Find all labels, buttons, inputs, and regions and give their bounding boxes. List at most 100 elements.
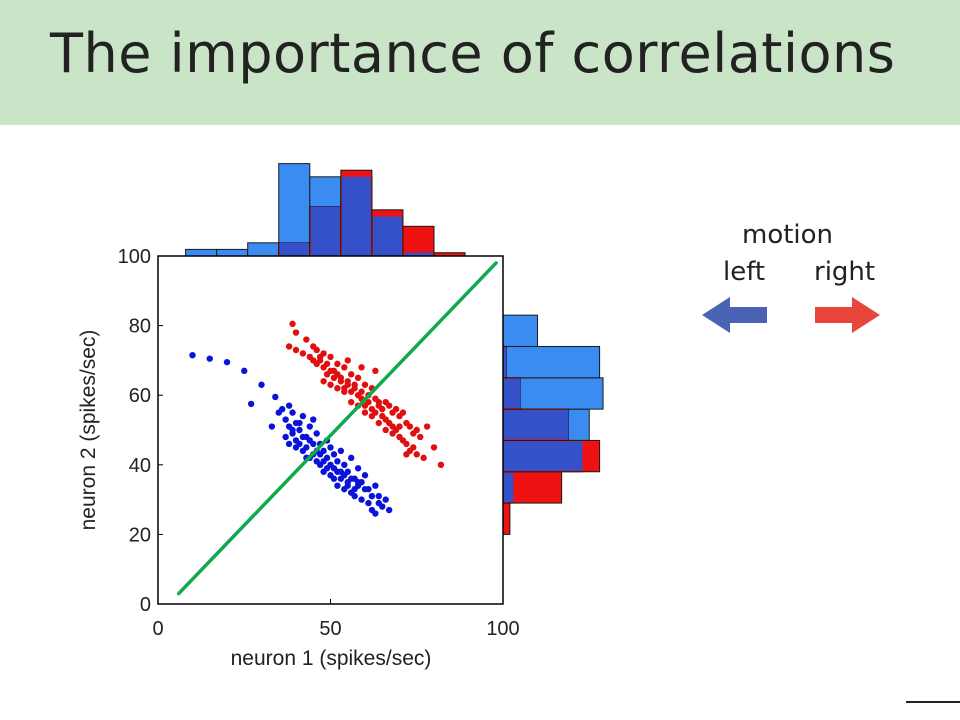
y-tick-label: 0 (140, 594, 151, 616)
point-left (344, 482, 351, 489)
right-hist-bar-left (502, 314, 538, 347)
point-right (399, 409, 407, 416)
point-right (334, 360, 341, 368)
point-left (341, 461, 348, 468)
right-hist-bar-right (502, 502, 511, 535)
point-left (313, 430, 320, 437)
y-tick-label: 20 (129, 524, 151, 546)
point-right (403, 440, 410, 448)
point-right (375, 402, 382, 409)
top-hist-bar-left (278, 163, 311, 257)
point-left (361, 472, 369, 479)
top-hist-overlap (403, 252, 433, 256)
point-right (403, 451, 410, 458)
point-left (279, 405, 286, 413)
point-left (323, 454, 331, 462)
point-left (365, 499, 372, 507)
x-tick-label: 100 (486, 618, 519, 640)
point-right (392, 405, 400, 413)
point-right (361, 381, 369, 388)
legend-arrows (702, 297, 880, 333)
point-left (341, 472, 348, 479)
point-right (417, 433, 424, 441)
point-left (358, 496, 365, 503)
point-left (285, 402, 293, 409)
point-left (299, 412, 307, 420)
point-left (348, 454, 355, 462)
right-hist-overlap (503, 378, 521, 409)
top-hist-overlap (372, 216, 402, 256)
point-right (313, 346, 320, 354)
top-hist-overlap (310, 206, 340, 256)
point-right (285, 343, 293, 350)
point-right (327, 367, 334, 375)
top-hist-overlap (279, 242, 309, 256)
point-right (365, 398, 372, 406)
point-left (258, 381, 265, 388)
point-left (282, 416, 289, 423)
y-tick-label: 100 (118, 246, 151, 268)
top-hist-bar-right (402, 225, 435, 257)
point-right (327, 381, 334, 388)
point-right (351, 385, 358, 392)
point-left (368, 492, 376, 500)
right-arrow-icon (815, 297, 880, 333)
point-left (292, 444, 300, 451)
point-right (368, 412, 376, 420)
y-tick-label: 40 (129, 455, 151, 477)
diagonal-line (176, 261, 498, 596)
point-right (341, 388, 348, 395)
point-left (351, 485, 358, 493)
point-right (344, 381, 351, 388)
point-right (375, 419, 382, 427)
point-left (310, 440, 317, 448)
point-left (385, 506, 393, 514)
axis-ticks: 0 50 100 0 20 40 60 80 100 (118, 246, 520, 640)
y-tick-label: 80 (129, 316, 151, 338)
point-left (354, 465, 362, 472)
point-right (344, 357, 351, 364)
point-left (354, 479, 362, 486)
point-right (292, 346, 300, 354)
right-hist-overlap (503, 441, 583, 471)
point-left (272, 393, 279, 401)
point-right (389, 430, 396, 437)
point-left (299, 433, 307, 441)
point-left (289, 426, 296, 434)
right-hist-overlap (503, 472, 514, 503)
point-left (351, 492, 358, 500)
point-right (334, 371, 341, 378)
point-left (296, 419, 303, 427)
point-left (379, 503, 386, 510)
top-hist-bar-left (185, 248, 218, 257)
scatter-chart: 0 50 100 0 20 40 60 80 100 neuron 1 (spikes/sec)… (77, 163, 604, 670)
point-left (327, 444, 334, 451)
point-right (327, 353, 334, 361)
point-left (189, 351, 196, 359)
point-left (330, 451, 338, 458)
right-hist-overlap (503, 410, 569, 440)
right-hist-bar-left (502, 345, 601, 379)
top-hist-bar-left (247, 242, 280, 257)
point-right (361, 409, 369, 416)
point-left (334, 468, 341, 475)
point-left (334, 482, 341, 489)
point-right (292, 329, 300, 336)
point-left (223, 358, 231, 366)
point-left (375, 492, 382, 500)
point-left (310, 416, 317, 423)
point-left (361, 485, 369, 493)
point-right (410, 444, 417, 451)
point-right (413, 451, 420, 458)
left-arrow-icon (702, 297, 767, 333)
point-right (348, 398, 355, 406)
point-left (348, 475, 355, 482)
point-right (354, 374, 362, 381)
title-band (0, 0, 960, 125)
point-right (430, 444, 438, 451)
right-histogram (502, 314, 604, 535)
point-left (296, 426, 303, 434)
point-left (268, 423, 276, 430)
x-tick-label: 0 (152, 618, 163, 640)
point-right (437, 461, 445, 468)
